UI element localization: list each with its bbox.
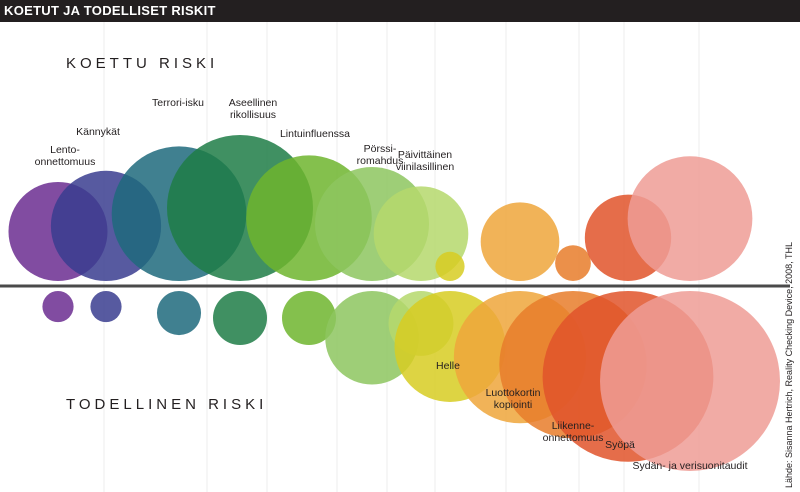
actual-bubble-12 bbox=[600, 291, 780, 471]
perceived-bubble-12 bbox=[627, 156, 753, 281]
chart-title: KOETUT JA TODELLISET RISKIT bbox=[4, 3, 216, 18]
bubble-label-8: Helle bbox=[436, 360, 460, 372]
bubble-label-3: Terrori-isku bbox=[152, 97, 204, 109]
actual-bubble-3 bbox=[156, 291, 202, 336]
bubble-label-6: Pörssi-romahdus bbox=[357, 143, 404, 167]
source-note: Lähde: Sisanna Hertrich, Reality Checkin… bbox=[784, 242, 794, 488]
bubble-label-2: Kännykät bbox=[76, 126, 120, 138]
actual-bubble-2 bbox=[90, 291, 122, 323]
bubble-label-1: Lento-onnettomuus bbox=[35, 144, 96, 168]
actual-risk-heading: TODELLINEN RISKI bbox=[66, 396, 267, 413]
perceived-bubble-8 bbox=[435, 251, 465, 281]
bubble-labels: Lento-onnettomuus Kännykät Terrori-isku Ase… bbox=[35, 97, 748, 472]
bubble-label-9: Luottokortin kopiointi bbox=[486, 387, 541, 411]
bubble-label-10: Liikenne-onnettomuus bbox=[543, 420, 604, 444]
perceived-bubbles bbox=[8, 135, 753, 281]
bubble-label-11: Syöpä bbox=[605, 439, 635, 451]
perceived-bubble-10 bbox=[555, 245, 591, 281]
actual-bubble-5 bbox=[282, 291, 336, 345]
actual-bubbles bbox=[42, 291, 780, 471]
header-bar: KOETUT JA TODELLISET RISKIT bbox=[0, 0, 800, 22]
perceived-risk-heading: KOETTU RISKI bbox=[66, 55, 218, 72]
actual-bubble-1 bbox=[42, 291, 74, 323]
bubble-label-7: Päivittäinen viinilasillinen bbox=[396, 149, 455, 173]
bubble-chart: Lento-onnettomuus Kännykät Terrori-isku Ase… bbox=[0, 22, 794, 492]
bubble-label-12: Sydän- ja verisuonitaudit bbox=[633, 460, 748, 472]
perceived-bubble-9 bbox=[480, 202, 560, 281]
bubble-label-4: Aseellinen rikollisuus bbox=[229, 97, 278, 121]
actual-bubble-4 bbox=[213, 291, 267, 345]
bubble-label-5: Lintuinfluenssa bbox=[280, 128, 350, 140]
